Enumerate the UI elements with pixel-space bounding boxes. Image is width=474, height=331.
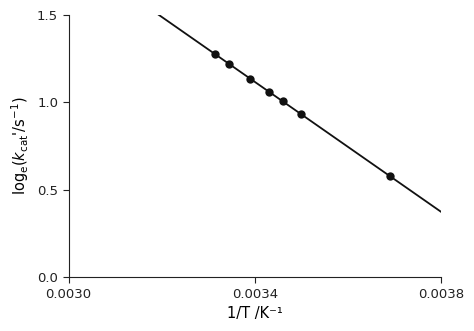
Point (386, 173, 394, 179)
Y-axis label: $\mathrm{log_e}$($\mathit{k}_\mathrm{cat}$'/s$^{-1}$): $\mathrm{log_e}$($\mathit{k}_\mathrm{cat… (10, 97, 31, 195)
Point (265, 89, 273, 94)
Point (226, 61, 233, 67)
Point (246, 76, 254, 81)
Point (279, 99, 287, 104)
Point (298, 112, 305, 117)
X-axis label: 1/T /K⁻¹: 1/T /K⁻¹ (227, 306, 283, 321)
Point (211, 52, 219, 57)
